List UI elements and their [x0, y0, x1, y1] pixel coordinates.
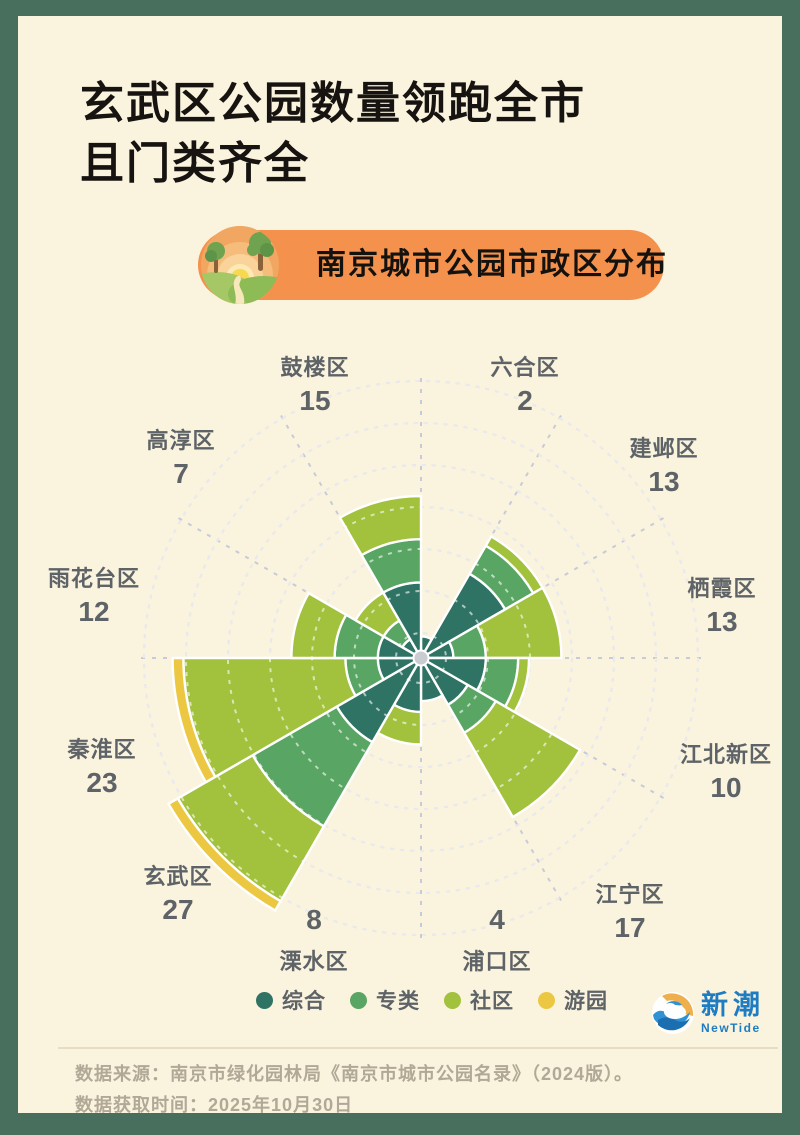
legend-label: 专类 [376, 990, 420, 1013]
newtide-logo: 新潮 NewTide [652, 992, 765, 1034]
chart-center-dot [412, 649, 430, 667]
wedge-雨花台区-社区 [290, 592, 348, 660]
district-label-value: 7 [173, 458, 189, 489]
legend-label: 综合 [282, 990, 326, 1013]
legend-dot-icon [256, 991, 273, 1009]
legend-item: 社区 [444, 985, 514, 1015]
district-label-name: 鼓楼区 [280, 355, 350, 380]
district-label-value: 8 [306, 904, 322, 935]
grid-ring-overlay [311, 548, 531, 768]
legend-item: 专类 [350, 985, 420, 1015]
wedge-江宁区-社区 [463, 700, 582, 819]
district-label-value: 23 [86, 767, 118, 798]
district-label-value: 10 [710, 772, 742, 803]
grid-ring-overlay [269, 506, 573, 810]
wedge-鼓楼区-社区 [338, 494, 423, 557]
district-label-name: 江北新区 [679, 742, 773, 767]
chart-title: 南京城市公园市政区分布 [316, 248, 668, 281]
rose-chart-svg [135, 372, 707, 944]
legend-dot-icon [538, 991, 555, 1009]
legend: 综合 专类 社区 游园 [256, 985, 608, 1015]
grid-ring-overlay [143, 380, 699, 936]
district-label-name: 浦口区 [462, 949, 532, 974]
district-label-name: 六合区 [490, 355, 560, 380]
title-line-2: 且门类齐全 [80, 139, 310, 188]
wedge-栖霞区-社区 [475, 586, 563, 660]
data-date-note: 数据获取时间：2025年10月30日 [75, 1095, 354, 1115]
district-label-value: 12 [78, 596, 110, 627]
title-line-1: 玄武区公园数量领跑全市 [80, 79, 586, 128]
logo-name-cn: 新潮 [701, 990, 765, 1020]
district-label-name: 玄武区 [143, 864, 213, 889]
district-label-value: 13 [706, 606, 738, 637]
page-title: 玄武区公园数量领跑全市 且门类齐全 [80, 74, 586, 194]
park-scene-icon [201, 226, 279, 304]
grid-ring-overlay [185, 422, 657, 894]
district-label-name: 溧水区 [279, 949, 349, 974]
district-label-name: 栖霞区 [687, 576, 757, 601]
data-source-note: 数据来源：南京市绿化园林局《南京市城市公园名录》（2024版）。 [75, 1064, 634, 1084]
district-label-value: 17 [614, 912, 646, 943]
legend-item: 游园 [538, 985, 608, 1015]
district-label-name: 雨花台区 [47, 566, 141, 591]
legend-dot-icon [444, 991, 461, 1009]
wedge-秦淮区-游园 [171, 656, 217, 784]
district-label-value: 15 [299, 385, 331, 416]
grid-ring-overlay [395, 632, 447, 684]
legend-dot-icon [350, 991, 367, 1009]
district-label-value: 27 [162, 894, 194, 925]
footer-divider [58, 1047, 778, 1049]
rose-chart [18, 16, 782, 1113]
district-label-value: 13 [648, 466, 680, 497]
legend-label: 社区 [470, 990, 514, 1013]
district-label-name: 高淳区 [146, 428, 216, 453]
grid-ring-overlay [353, 590, 489, 726]
wedge-玄武区-游园 [167, 797, 282, 912]
chart-title-badge: 南京城市公园市政区分布 [198, 226, 668, 304]
district-label-name: 建邺区 [629, 436, 699, 461]
district-label-value: 2 [517, 385, 533, 416]
district-label-name: 秦淮区 [67, 737, 137, 762]
district-label-value: 4 [489, 904, 505, 935]
newtide-logo-icon [652, 992, 694, 1034]
legend-label: 游园 [564, 990, 608, 1013]
logo-name-en: NewTide [701, 1021, 761, 1035]
grid-ring-overlay [227, 464, 615, 852]
district-label-name: 江宁区 [595, 882, 665, 907]
legend-item: 综合 [256, 985, 326, 1015]
